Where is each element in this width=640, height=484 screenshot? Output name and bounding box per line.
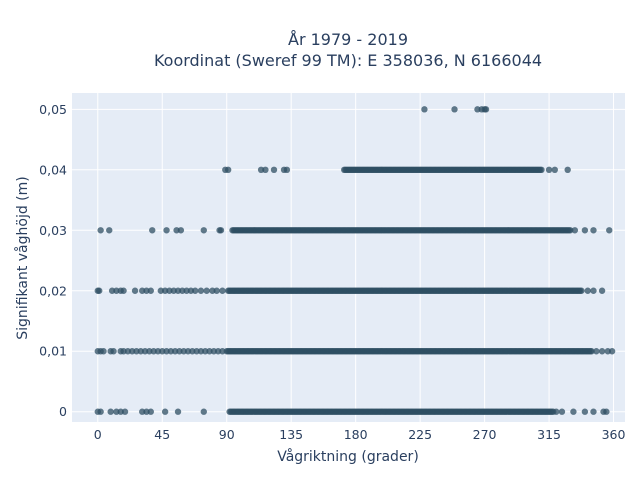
- y-tick-label: 0,03: [39, 223, 67, 238]
- data-point: [570, 408, 577, 415]
- data-point: [606, 227, 613, 234]
- data-point: [598, 287, 606, 294]
- data-point: [590, 227, 597, 234]
- data-point: [224, 166, 232, 174]
- data-point: [219, 287, 226, 294]
- y-tick-label: 0,01: [39, 344, 67, 359]
- y-axis-label: Signifikant våghöjd (m): [14, 176, 31, 339]
- data-point: [262, 166, 269, 174]
- data-point: [149, 227, 156, 234]
- x-tick-label: 0: [94, 427, 102, 442]
- data-point: [451, 106, 458, 113]
- x-tick-label: 270: [473, 427, 497, 442]
- data-point: [197, 287, 205, 294]
- data-point: [203, 287, 210, 294]
- data-point: [578, 287, 585, 294]
- x-tick-label: 45: [154, 427, 170, 442]
- data-point: [567, 227, 574, 234]
- data-point: [581, 227, 589, 234]
- chart-title-line-2: Koordinat (Sweref 99 TM): E 358036, N 61…: [154, 51, 542, 70]
- data-point: [177, 227, 185, 234]
- data-point: [571, 227, 579, 234]
- x-tick-label: 90: [219, 427, 235, 442]
- plot-area: [72, 93, 625, 422]
- data-point: [564, 166, 571, 174]
- data-point: [106, 227, 113, 234]
- data-point: [558, 408, 566, 415]
- data-point: [590, 408, 597, 415]
- data-point: [161, 408, 169, 415]
- data-point: [174, 408, 182, 415]
- data-point: [598, 348, 606, 355]
- data-point: [97, 227, 104, 234]
- data-point: [107, 408, 114, 415]
- data-point: [584, 287, 591, 294]
- data-point: [147, 408, 154, 415]
- y-tick-label: 0,05: [39, 102, 67, 117]
- data-point: [217, 227, 225, 234]
- data-point: [213, 287, 220, 294]
- x-tick-label: 180: [344, 427, 368, 442]
- data-point: [421, 106, 428, 113]
- data-point: [551, 166, 558, 174]
- data-point: [163, 227, 170, 234]
- y-tick-label: 0,04: [39, 162, 67, 177]
- data-point: [270, 166, 278, 174]
- data-points: [94, 106, 616, 415]
- data-point: [192, 287, 199, 294]
- data-point: [147, 287, 154, 294]
- data-point: [545, 166, 553, 174]
- data-point: [121, 408, 129, 415]
- data-point: [581, 408, 589, 415]
- data-point: [97, 408, 104, 415]
- data-point: [110, 348, 117, 355]
- data-point: [603, 408, 610, 415]
- tick-labels: 0 45 90 135 180 225 270 315 360 0 0,01 0,02 0,03 0,04…: [39, 102, 625, 442]
- x-axis-label: Vågriktning (grader): [277, 448, 419, 465]
- x-tick-label: 135: [279, 427, 303, 442]
- x-tick-label: 225: [408, 427, 432, 442]
- y-tick-label: 0: [59, 404, 67, 419]
- data-point: [100, 348, 107, 355]
- chart-title-line-1: År 1979 - 2019: [288, 30, 408, 49]
- data-point: [283, 166, 291, 174]
- data-point: [131, 287, 139, 294]
- y-tick-label: 0,02: [39, 283, 67, 298]
- x-tick-label: 315: [537, 427, 561, 442]
- data-point: [608, 348, 616, 355]
- data-point: [590, 287, 597, 294]
- data-point: [120, 287, 127, 294]
- data-point: [538, 166, 545, 174]
- data-point: [553, 408, 560, 415]
- data-point: [588, 348, 595, 355]
- data-point: [482, 106, 490, 113]
- x-tick-label: 360: [602, 427, 626, 442]
- data-point: [200, 227, 207, 234]
- data-point: [593, 348, 600, 355]
- data-point: [200, 408, 207, 415]
- data-point: [96, 287, 103, 294]
